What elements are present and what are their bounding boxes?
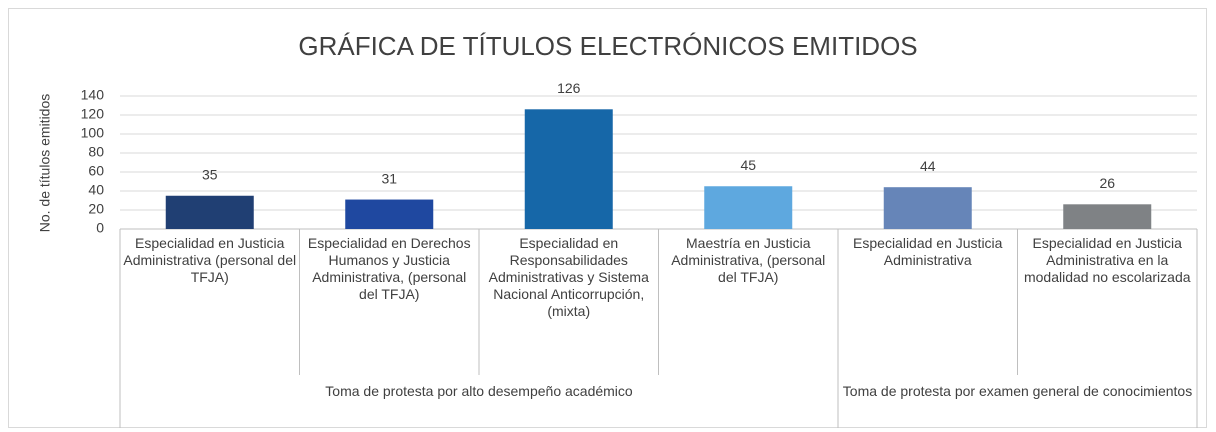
y-tick-label: 20 <box>88 201 104 217</box>
y-tick-label: 40 <box>88 182 104 198</box>
y-tick-label: 60 <box>88 163 104 179</box>
data-label: 26 <box>1099 175 1115 191</box>
bar <box>345 199 434 229</box>
bar <box>1063 204 1152 229</box>
category-label: Especialidad en Justicia Administrativa … <box>1023 235 1191 285</box>
category-label: Especialidad en Derechos Humanos y Justi… <box>307 235 471 302</box>
chart-title: GRÁFICA DE TÍTULOS ELECTRÓNICOS EMITIDOS <box>298 31 917 61</box>
y-axis-label: No. de títulos emitidos <box>37 94 53 233</box>
category-label: Especialidad en Responsabilidades Admini… <box>488 235 649 319</box>
data-label: 35 <box>202 166 218 182</box>
y-tick-label: 100 <box>81 125 105 141</box>
y-tick-label: 80 <box>88 144 104 160</box>
category-label: Maestría en Justicia Administrativa, (pe… <box>671 235 826 285</box>
data-label: 45 <box>740 157 756 173</box>
group-label: Toma de protesta por examen general de c… <box>842 383 1193 399</box>
bar <box>165 195 254 229</box>
bar <box>524 109 613 229</box>
category-label: Especialidad en Justicia Administrativa <box>853 235 1003 268</box>
data-label: 44 <box>920 158 936 174</box>
data-label: 126 <box>557 80 581 96</box>
y-tick-label: 140 <box>81 87 105 103</box>
group-label: Toma de protesta por alto desempeño acad… <box>325 383 633 399</box>
chart-border <box>8 8 1207 428</box>
bar <box>883 187 972 229</box>
bar <box>704 186 793 229</box>
data-label: 31 <box>381 170 397 186</box>
category-label: Especialidad en Justicia Administrativa … <box>123 235 297 285</box>
y-tick-label: 120 <box>81 106 105 122</box>
y-tick-label: 0 <box>96 220 104 236</box>
